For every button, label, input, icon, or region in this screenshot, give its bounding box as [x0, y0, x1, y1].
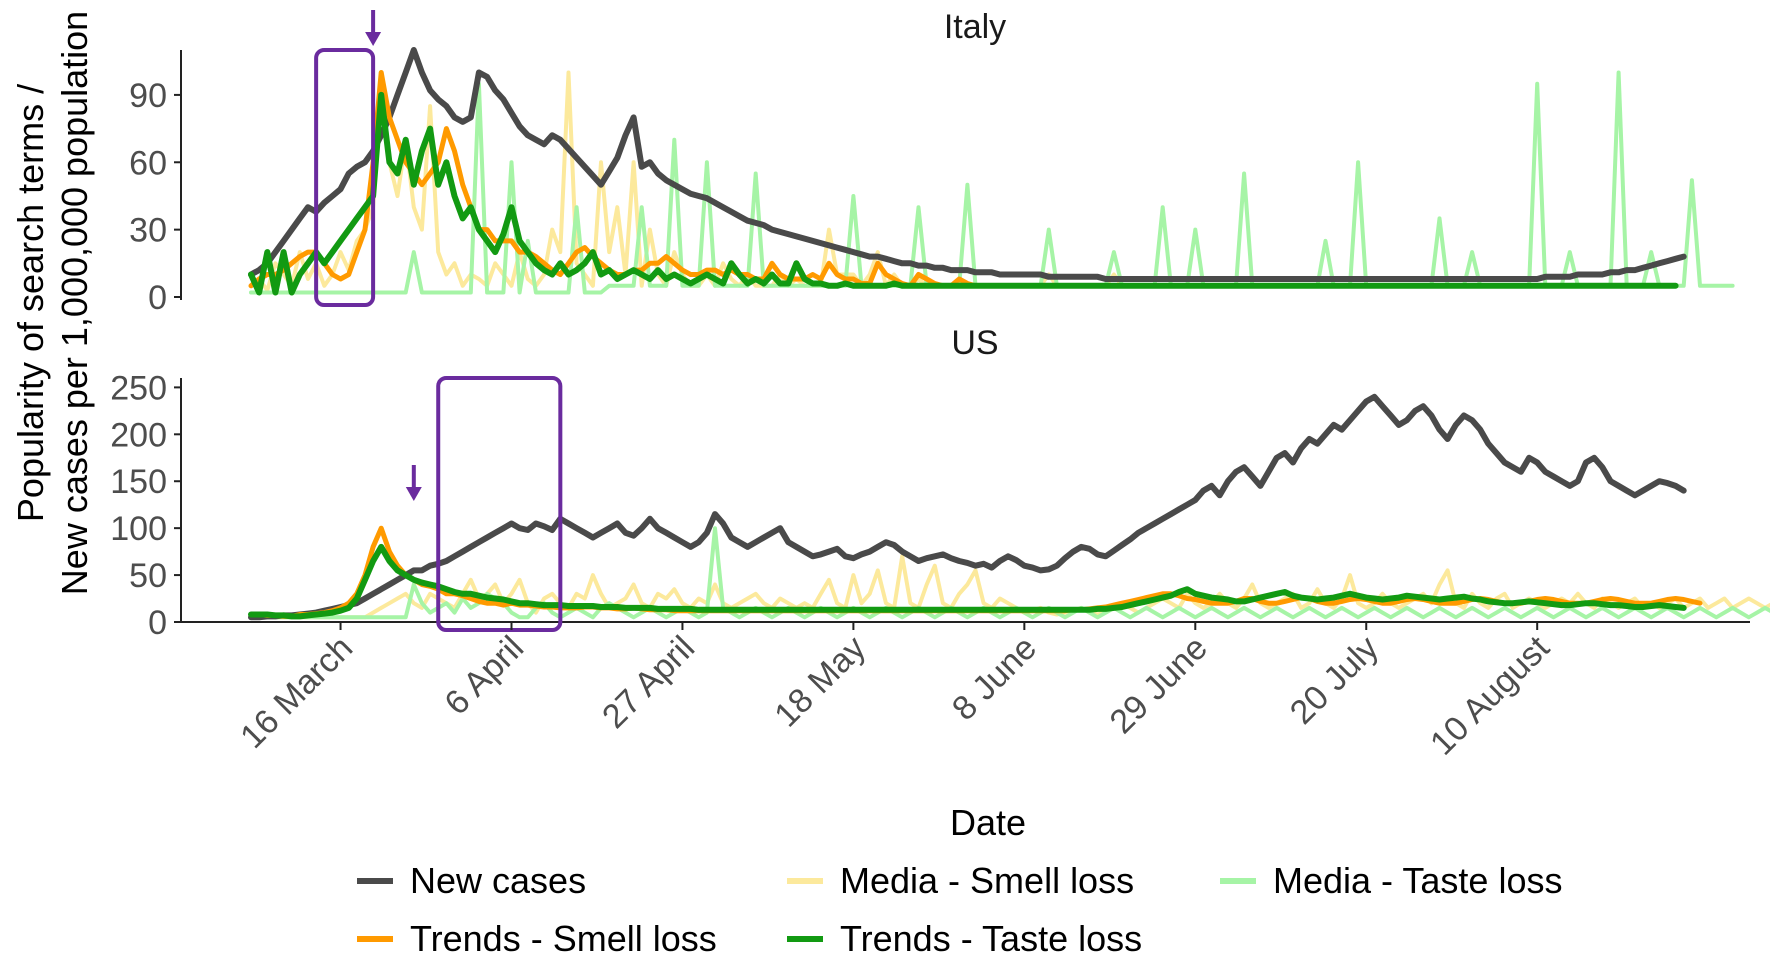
us-ytick-label: 100 — [110, 510, 167, 548]
us-ytick-label: 50 — [129, 557, 167, 595]
legend-item: Media - Taste loss — [1220, 860, 1562, 901]
xtick-label: 10 August — [1423, 628, 1557, 762]
italy-plot: 0 30 60 90 — [129, 10, 1735, 317]
italy-panel-title: Italy — [944, 8, 1006, 46]
italy-series-trends-taste-loss — [248, 91, 1679, 296]
us-series-media-taste-loss — [249, 526, 1770, 620]
italy-highlight-box — [314, 48, 376, 307]
us-ytick-label: 150 — [110, 463, 167, 501]
legend: New cases Media - Smell loss Media - Taste… — [357, 860, 1562, 959]
us-arrow-marker — [405, 465, 422, 501]
y-axis-title-line1: Popularity of search terms / — [10, 84, 51, 522]
legend-label: New cases — [410, 860, 586, 901]
xtick-label: 27 April — [595, 629, 702, 736]
xtick-label: 6 April — [437, 629, 531, 723]
legend-label: Trends - Smell loss — [410, 918, 717, 959]
legend-item: New cases — [357, 860, 586, 901]
us-ytick-label: 250 — [110, 369, 167, 407]
us-series-new-cases — [248, 393, 1687, 621]
italy-ytick-label: 60 — [129, 144, 167, 182]
legend-item: Media - Smell loss — [787, 860, 1134, 901]
xtick-label: 16 March — [233, 629, 360, 756]
y-axis-title-line2: New cases per 1,000,000 population — [54, 11, 95, 595]
legend-label: Media - Taste loss — [1273, 860, 1562, 901]
us-highlight-box — [436, 376, 563, 632]
italy-arrow-marker — [365, 10, 382, 46]
xtick-label: 18 May — [767, 629, 873, 735]
italy-ytick-label: 30 — [129, 212, 167, 250]
legend-label: Media - Smell loss — [840, 860, 1134, 901]
legend-item: Trends - Taste loss — [787, 918, 1142, 959]
xtick-label: 8 June — [945, 629, 1044, 728]
x-axis: 16 March 6 April 27 April 18 May 8 June 29 Ju… — [233, 622, 1557, 763]
italy-ytick-label: 0 — [148, 279, 167, 317]
legend-item: Trends - Smell loss — [357, 918, 717, 959]
italy-series-new-cases — [248, 47, 1687, 282]
x-axis-title: Date — [950, 802, 1026, 843]
legend-label: Trends - Taste loss — [840, 918, 1142, 959]
us-plot: 0 50 100 150 200 250 — [110, 369, 1770, 642]
us-series-trends-taste-loss — [248, 543, 1687, 620]
xtick-label: 20 July — [1283, 629, 1386, 732]
us-ytick-label: 0 — [148, 604, 167, 642]
italy-ytick-label: 90 — [129, 77, 167, 115]
us-ytick-label: 200 — [110, 416, 167, 454]
us-panel-title: US — [951, 324, 998, 362]
xtick-label: 29 June — [1103, 629, 1215, 741]
italy-series-trends-smell-loss — [248, 70, 1662, 289]
